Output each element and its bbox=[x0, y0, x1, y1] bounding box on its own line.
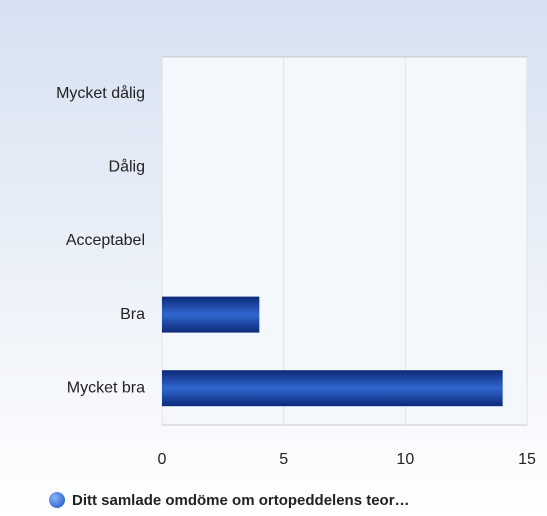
y-tick-label: Acceptabel bbox=[66, 232, 145, 249]
bar bbox=[162, 296, 260, 333]
y-tick-label: Bra bbox=[120, 306, 145, 323]
plot-area bbox=[161, 56, 528, 426]
x-tick-label: 10 bbox=[396, 451, 414, 468]
bar bbox=[162, 370, 503, 407]
legend-marker bbox=[49, 492, 65, 508]
y-tick-label: Dålig bbox=[109, 158, 145, 176]
y-tick-label: Mycket bra bbox=[67, 379, 145, 396]
x-tick-label: 5 bbox=[279, 451, 288, 468]
x-tick-label: 0 bbox=[158, 451, 167, 468]
y-tick-label: Mycket dålig bbox=[56, 84, 145, 102]
x-tick-label: 15 bbox=[518, 451, 536, 468]
legend-label: Ditt samlade omdöme om ortopeddelens teo… bbox=[72, 492, 410, 509]
